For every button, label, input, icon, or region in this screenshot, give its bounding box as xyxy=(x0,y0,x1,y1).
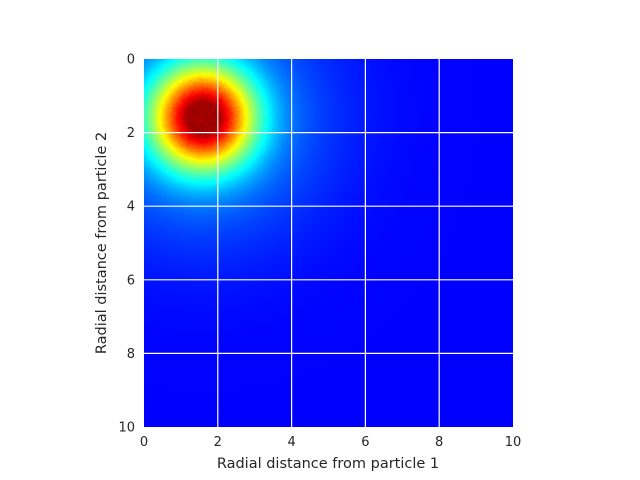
y-tick-label: 4 xyxy=(127,200,135,215)
y-axis-ticks: 0 2 4 6 8 10 xyxy=(118,53,135,436)
plot-area xyxy=(144,59,513,427)
x-tick-label: 2 xyxy=(214,435,222,450)
x-tick-label: 10 xyxy=(505,435,522,450)
grid-lines xyxy=(144,59,513,427)
y-tick-label: 8 xyxy=(127,347,135,362)
x-tick-label: 8 xyxy=(435,435,443,450)
x-tick-label: 0 xyxy=(140,435,148,450)
y-tick-label: 0 xyxy=(127,53,135,68)
y-tick-label: 6 xyxy=(127,273,135,288)
x-axis-label: Radial distance from particle 1 xyxy=(217,456,439,472)
x-axis-ticks: 0 2 4 6 8 10 xyxy=(140,435,521,450)
x-tick-label: 4 xyxy=(287,435,295,450)
y-tick-label: 10 xyxy=(118,421,135,436)
y-tick-label: 2 xyxy=(127,126,135,141)
x-tick-label: 6 xyxy=(361,435,369,450)
density-heatmap xyxy=(144,59,513,427)
y-axis-label: Radial distance from particle 2 xyxy=(94,132,110,354)
